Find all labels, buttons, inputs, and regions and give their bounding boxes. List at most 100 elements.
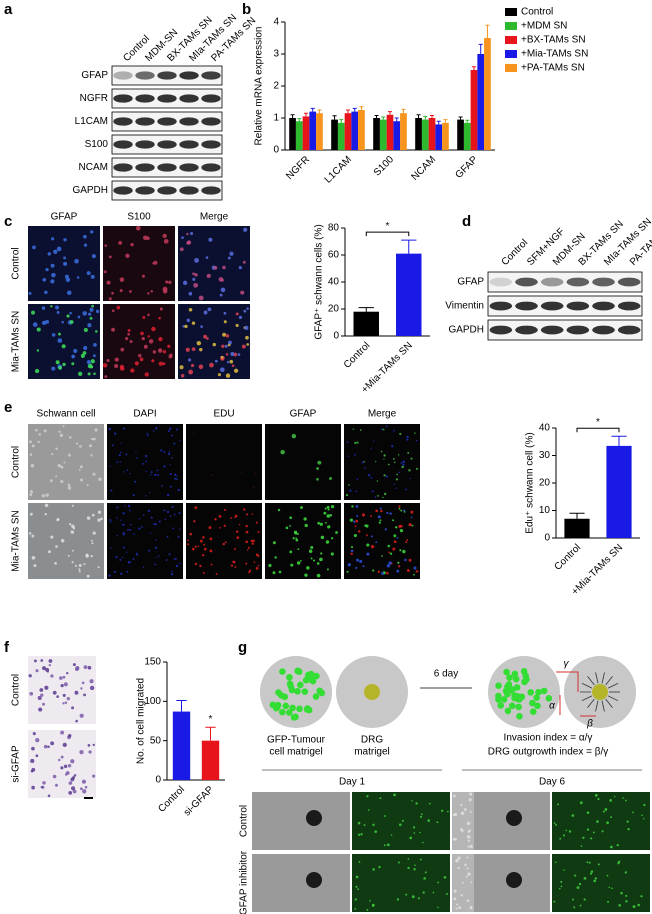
cell [457, 856, 461, 860]
bar [201, 740, 220, 780]
cell [63, 682, 68, 687]
panel-label: d [462, 213, 471, 230]
cell [257, 564, 260, 567]
blot-band [135, 117, 155, 126]
cell [203, 334, 208, 339]
cell [377, 570, 381, 573]
cell [44, 290, 48, 295]
cell [62, 362, 66, 367]
cell [324, 507, 327, 510]
blot-band [135, 186, 155, 195]
cell [90, 454, 93, 457]
cell [44, 685, 49, 690]
cell [583, 877, 587, 880]
cell [51, 272, 56, 278]
cell [79, 465, 83, 469]
cell [388, 551, 391, 554]
cell [246, 343, 250, 346]
cell [350, 552, 353, 556]
x-tick-label: Control [553, 542, 584, 573]
legend-label: Control [521, 7, 553, 18]
cell [126, 551, 128, 553]
cell [370, 448, 372, 450]
bar [373, 118, 380, 150]
cell [86, 574, 90, 578]
cell [413, 868, 416, 871]
legend-label: +Mia-TAMs SN [521, 49, 588, 60]
y-tick-label: 30 [539, 450, 551, 461]
outgrowth [581, 682, 593, 689]
outgrowth [595, 672, 599, 684]
cell [36, 349, 40, 352]
cell [190, 363, 195, 368]
cell [234, 514, 238, 518]
cell [152, 262, 155, 265]
cell [274, 556, 277, 559]
cell [84, 785, 88, 789]
cell [29, 493, 33, 497]
cell [399, 549, 402, 552]
cell [81, 779, 87, 784]
cell [554, 861, 557, 864]
cell [33, 564, 37, 568]
cell [304, 573, 308, 577]
cell [360, 833, 363, 836]
cell [55, 475, 58, 478]
column-label: EDU [213, 409, 234, 420]
cell [168, 450, 171, 453]
row-label: Control [11, 674, 22, 706]
cell [407, 452, 410, 454]
cell [613, 795, 616, 798]
cell [361, 513, 366, 517]
cell [193, 282, 199, 288]
tumour-cell [316, 687, 323, 695]
tumour-cell [296, 705, 303, 713]
outgrowth [581, 695, 593, 702]
blot-band [113, 186, 133, 195]
cell [586, 861, 589, 864]
cell [60, 755, 64, 759]
cell [602, 810, 605, 813]
error-bar [358, 307, 374, 312]
tumour-cell [529, 699, 536, 707]
cell [31, 310, 35, 315]
y-tick-label: 0 [273, 145, 279, 156]
cell [135, 552, 138, 555]
cell [299, 559, 302, 562]
cell [151, 359, 155, 363]
x-tick-label: L1CAM [323, 154, 354, 185]
cell [446, 893, 448, 895]
cell [168, 430, 170, 432]
cell [188, 369, 194, 375]
bar [337, 122, 345, 150]
cell [42, 781, 46, 785]
cell [71, 524, 75, 528]
cell [375, 509, 379, 513]
cell [139, 357, 144, 362]
cell [245, 513, 249, 516]
cell [376, 480, 379, 482]
cell [437, 881, 440, 884]
cell [165, 280, 169, 284]
cell [90, 365, 94, 369]
tumour-cell [495, 696, 502, 703]
cell [87, 372, 91, 376]
micrograph [107, 503, 183, 579]
cell [326, 514, 331, 518]
blot-band [157, 94, 177, 103]
error-bar [611, 435, 627, 446]
cell [349, 489, 352, 492]
cell [582, 836, 585, 839]
cell [109, 465, 111, 467]
y-tick-label: 10 [539, 505, 551, 516]
error-bar [345, 109, 351, 114]
y-tick-label: 40 [539, 423, 551, 434]
blot-band [489, 301, 513, 311]
cell [50, 279, 55, 284]
error-bar [381, 116, 386, 120]
cell [608, 886, 610, 889]
cell [408, 523, 412, 527]
cell [111, 309, 115, 313]
cell [83, 327, 88, 333]
blot-frame [487, 319, 643, 341]
